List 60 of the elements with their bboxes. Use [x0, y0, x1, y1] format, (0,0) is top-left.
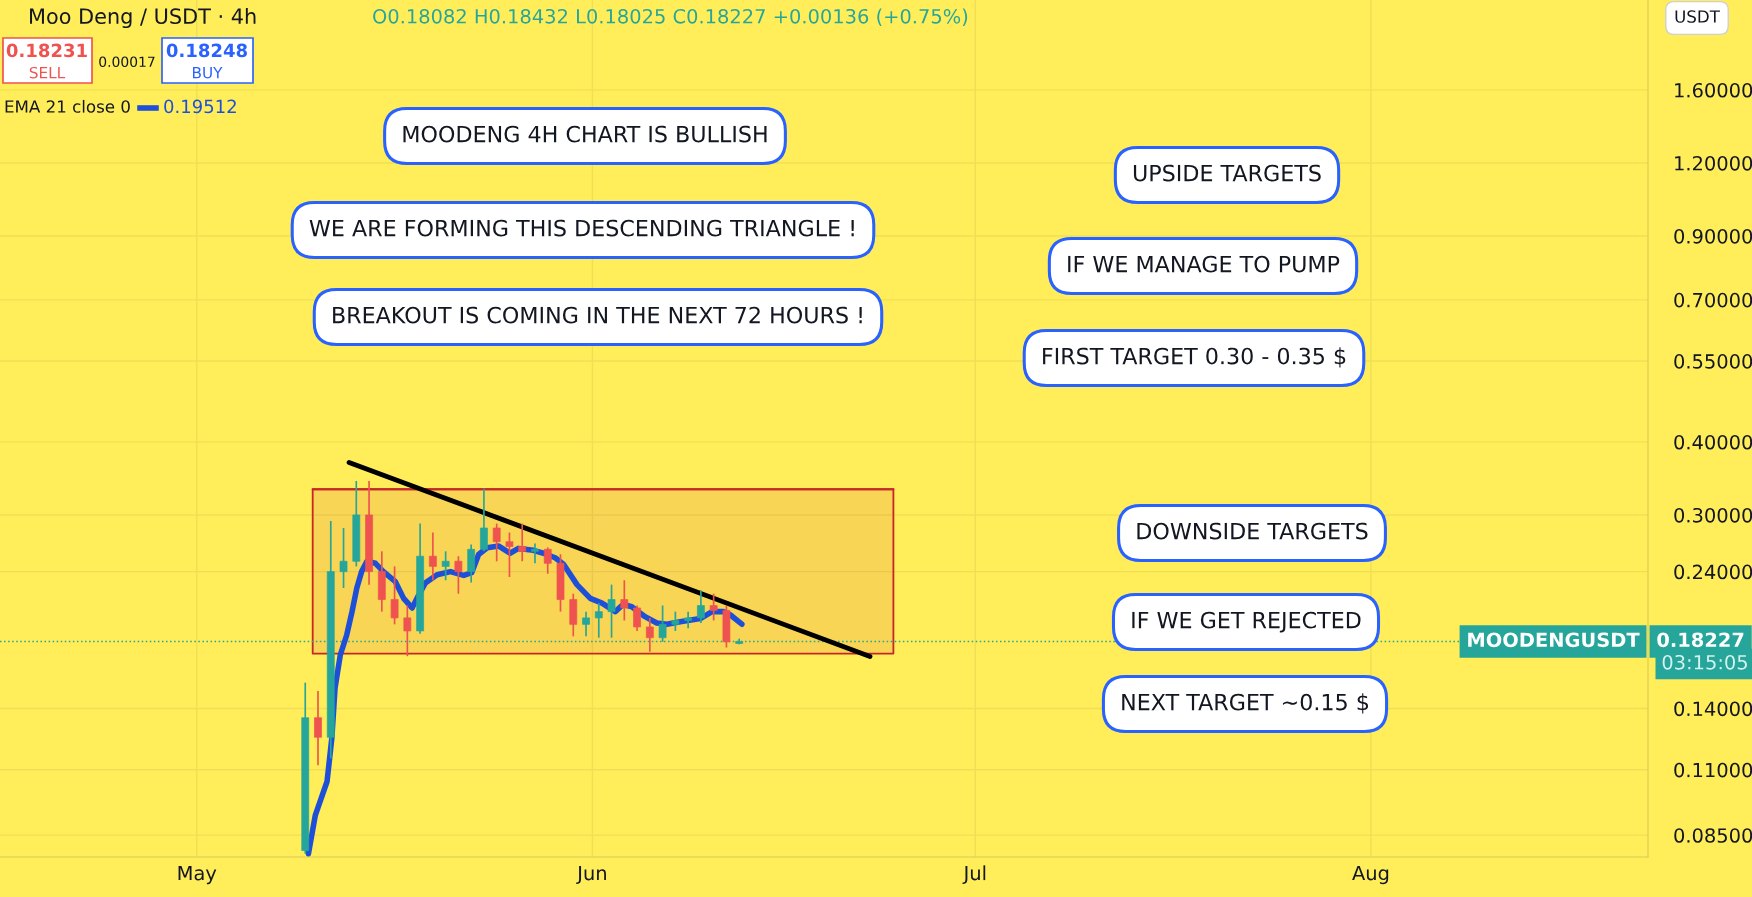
annotation: NEXT TARGET ~0.15 $ [1122, 693, 1369, 714]
annotation: 0.19512 [164, 99, 236, 114]
y-tick-label: 0.70000 [1674, 292, 1752, 308]
y-tick-label: 0.08500 [1674, 828, 1752, 843]
x-tick-label: May [178, 865, 217, 885]
text: USDT [1675, 10, 1720, 23]
candlestick [429, 531, 437, 582]
y-tick-label: 0.90000 [1674, 228, 1752, 244]
x-tick-label: Aug [1352, 865, 1389, 885]
candlestick [390, 565, 399, 626]
legend-label: EMA 21 close 0 [5, 99, 130, 113]
ref-line-label: MOODENGUSDT [1468, 632, 1640, 648]
annotation: 0.00017 [99, 56, 155, 68]
y-tick-label: 1.20000 [1675, 155, 1752, 171]
y-tick-label: 0.30000 [1674, 507, 1752, 523]
y-tick-label: 0.40000 [1674, 434, 1752, 450]
candlestick [467, 543, 476, 584]
candlestick [339, 527, 348, 589]
candlestick [505, 531, 514, 578]
candlestick [454, 555, 463, 595]
annotation: 0.18231 [6, 43, 87, 58]
annotation: BREAKOUT IS COMING IN THE NEXT 72 HOURS ! [333, 306, 862, 324]
candlestick [531, 542, 539, 565]
chart-title: Moo Deng / USDT · 4h [30, 7, 256, 29]
candlestick [492, 522, 501, 563]
candlestick [518, 522, 527, 563]
y-tick-label: 0.24000 [1674, 564, 1752, 580]
candlestick [709, 592, 718, 622]
y-tick-label: 0.14000 [1674, 701, 1752, 717]
annotation: O0.18082 H0.18432 L0.18025 C0.18227 +0.00136 (+0.75%) [373, 8, 968, 26]
text: 03:15:05 [1662, 654, 1747, 670]
candlestick [480, 487, 488, 553]
annotation: SELL [29, 66, 66, 79]
candlestick [633, 604, 641, 632]
candlestick [607, 583, 616, 639]
candlestick [403, 604, 412, 658]
candlestick [314, 690, 322, 766]
x-tick-label: Jun [576, 865, 606, 884]
annotation: DOWNSIDE TARGETS [1137, 522, 1368, 540]
annotation: WE ARE FORMING THIS DESCENDING TRIANGLE ! [309, 219, 854, 237]
candlestick [543, 546, 552, 575]
y-tick-label: 0.11000 [1674, 762, 1752, 778]
annotation: IF WE MANAGE TO PUMP [1068, 255, 1340, 273]
annotation: MOODENG 4H CHART IS BULLISH [403, 125, 767, 143]
annotation: FIRST TARGET 0.30 - 0.35 $ [1043, 347, 1346, 368]
candlestick [697, 589, 705, 624]
candlestick [620, 579, 629, 622]
annotation: BUY [193, 67, 223, 79]
candlestick [594, 602, 603, 639]
text: 0.18227 [1657, 632, 1744, 648]
annotation: 0.18248 [166, 43, 247, 58]
annotation: IF WE GET REJECTED [1132, 611, 1361, 633]
candlestick [645, 617, 654, 653]
annotation: UPSIDE TARGETS [1133, 164, 1321, 182]
y-tick-label: 1.60000 [1675, 82, 1752, 98]
candlestick [671, 610, 680, 632]
y-tick-label: 0.55000 [1674, 354, 1752, 369]
x-tick-label: Jul [962, 865, 986, 884]
candlestick [441, 550, 450, 582]
candlestick [582, 610, 590, 638]
